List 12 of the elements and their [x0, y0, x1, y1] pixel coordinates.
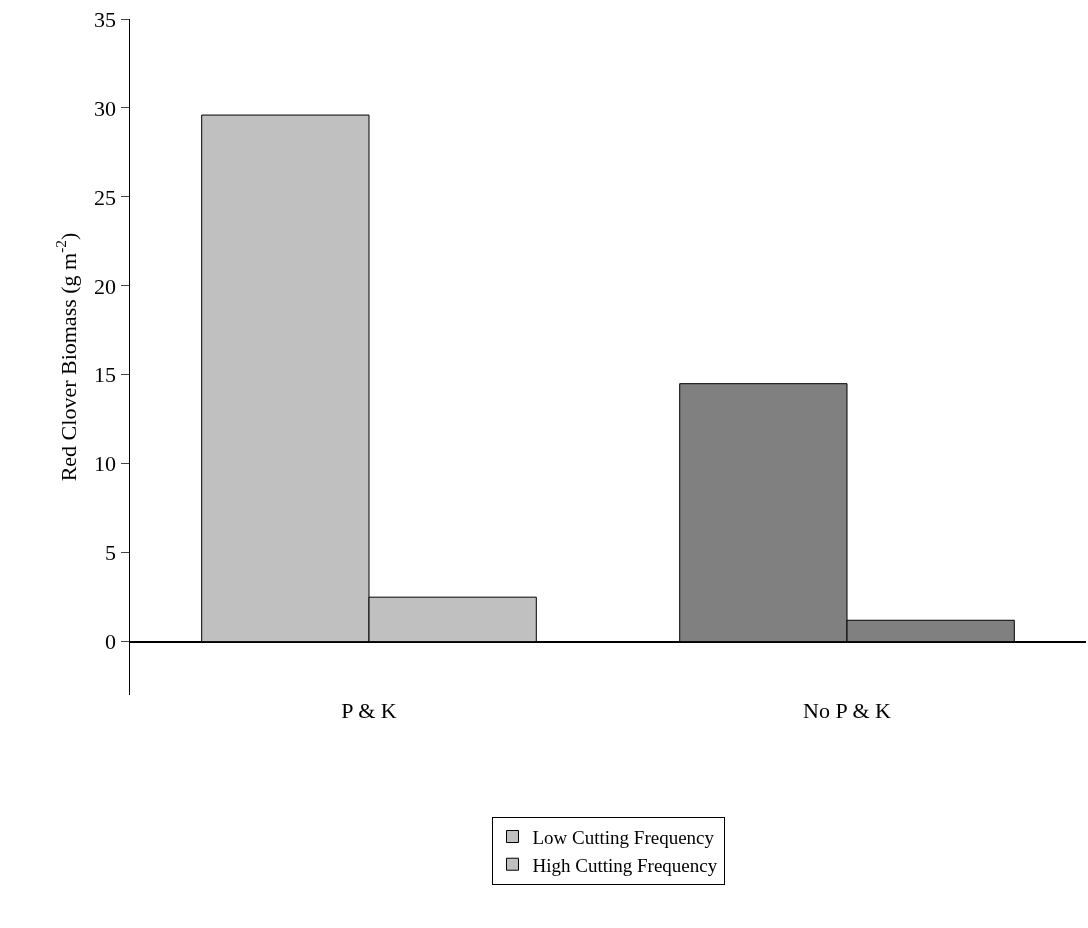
legend-label: High Cutting Frequency — [532, 854, 718, 876]
y-tick-label: 35 — [94, 6, 117, 32]
legend-label: Low Cutting Frequency — [532, 826, 715, 848]
y-tick-label: 5 — [105, 540, 117, 566]
y-tick-label: 15 — [94, 362, 117, 388]
y-tick-label: 30 — [94, 95, 117, 121]
x-tick-label: No P & K — [803, 698, 892, 723]
y-tick-label: 10 — [94, 451, 117, 477]
x-tick-label: P & K — [341, 698, 397, 723]
y-tick-label: 20 — [94, 273, 117, 299]
y-tick-label: 0 — [105, 629, 117, 655]
y-tick-label: 25 — [94, 184, 117, 210]
